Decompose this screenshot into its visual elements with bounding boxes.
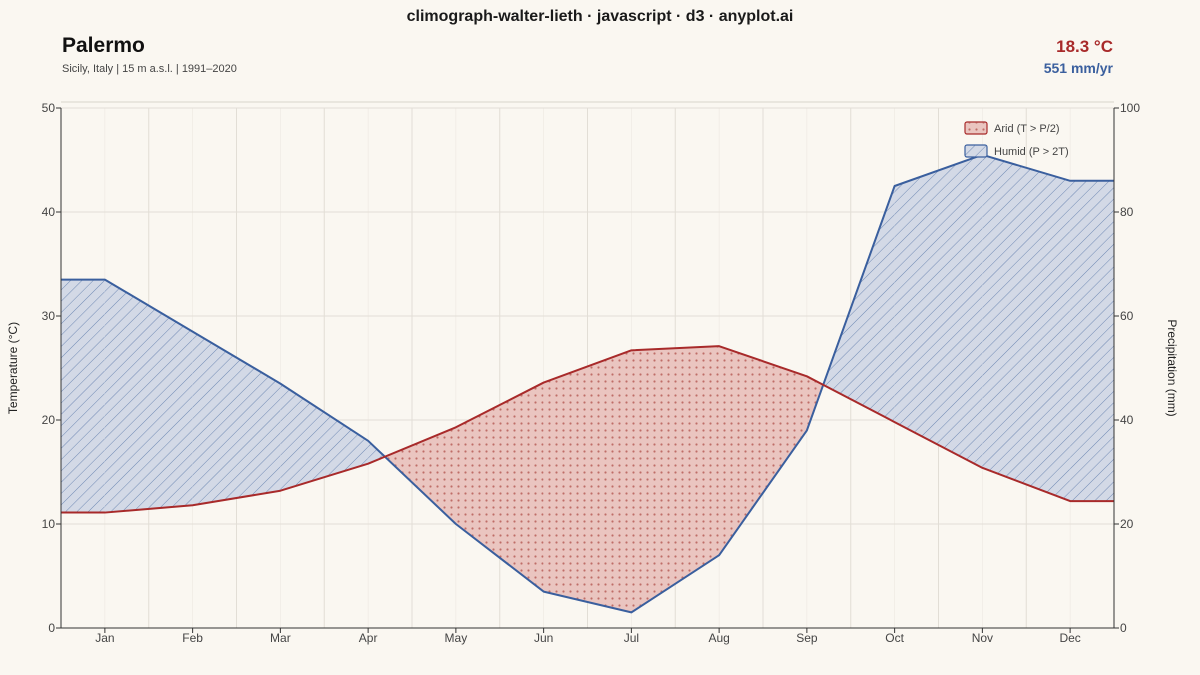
precipitation-line bbox=[61, 153, 1114, 614]
humid-hatch bbox=[823, 186, 895, 423]
arid-dots bbox=[719, 346, 807, 556]
humid-hatch bbox=[104, 279, 193, 513]
annual-temperature: 18.3 °C bbox=[1056, 37, 1113, 56]
legend-arid-pattern bbox=[965, 122, 987, 134]
y-tick-label-right: 40 bbox=[1120, 413, 1134, 427]
station-meta: Sicily, Italy | 15 m a.s.l. | 1991–2020 bbox=[62, 63, 237, 75]
y-axis-title-right: Precipitation (mm) bbox=[1165, 319, 1179, 416]
humid-hatch bbox=[894, 154, 983, 468]
y-tick-label-left: 50 bbox=[42, 101, 56, 115]
x-tick-label: Sep bbox=[796, 631, 818, 645]
season-areas bbox=[61, 154, 1114, 613]
legend-humid-pattern bbox=[965, 145, 987, 157]
y-tick-label-left: 0 bbox=[48, 621, 55, 635]
x-tick-label: Jun bbox=[534, 631, 553, 645]
arid-dots bbox=[455, 382, 544, 592]
y-tick-label-right: 100 bbox=[1120, 101, 1140, 115]
page-title: climograph-walter-lieth · javascript · d… bbox=[406, 8, 794, 25]
x-tick-label: May bbox=[445, 631, 468, 645]
station-name: Palermo bbox=[62, 34, 145, 57]
y-tick-label-left: 40 bbox=[42, 205, 56, 219]
y-axis-title-left: Temperature (°C) bbox=[6, 322, 20, 414]
legend-humid-label: Humid (P > 2T) bbox=[994, 146, 1069, 158]
x-tick-label: Jul bbox=[624, 631, 639, 645]
temperature-line bbox=[61, 345, 1114, 514]
humid-hatch bbox=[192, 331, 281, 506]
x-tick-label: Mar bbox=[270, 631, 291, 645]
y-tick-label-right: 60 bbox=[1120, 309, 1134, 323]
x-tick-label: Dec bbox=[1059, 631, 1080, 645]
series-lines bbox=[61, 153, 1114, 614]
humid-hatch bbox=[1070, 180, 1114, 502]
x-tick-label: Apr bbox=[359, 631, 378, 645]
humid-hatch bbox=[280, 383, 369, 491]
arid-dots bbox=[631, 346, 720, 613]
y-tick-label-left: 10 bbox=[42, 517, 56, 531]
arid-dots bbox=[384, 427, 456, 524]
y-tick-label-right: 80 bbox=[1120, 205, 1134, 219]
humid-hatch bbox=[61, 279, 105, 513]
x-tick-label: Nov bbox=[972, 631, 993, 645]
x-tick-label: Jan bbox=[95, 631, 114, 645]
annual-precipitation: 551 mm/yr bbox=[1043, 60, 1113, 76]
x-tick-label: Oct bbox=[885, 631, 904, 645]
humid-hatch bbox=[982, 154, 1071, 502]
axes: 0 10 20 30 40 50 0 20 40 60 80 100 Jan Feb Mar Apr May Ju… bbox=[6, 101, 1179, 645]
arid-dots bbox=[543, 350, 632, 613]
x-tick-label: Aug bbox=[708, 631, 729, 645]
legend-arid-label: Arid (T > P/2) bbox=[994, 123, 1060, 135]
y-tick-label-left: 30 bbox=[42, 309, 56, 323]
legend: Arid (T > P/2) Humid (P > 2T) bbox=[964, 121, 1069, 158]
y-tick-label-right: 0 bbox=[1120, 621, 1127, 635]
y-tick-label-right: 20 bbox=[1120, 517, 1134, 531]
x-tick-label: Feb bbox=[182, 631, 203, 645]
y-tick-label-left: 20 bbox=[42, 413, 56, 427]
